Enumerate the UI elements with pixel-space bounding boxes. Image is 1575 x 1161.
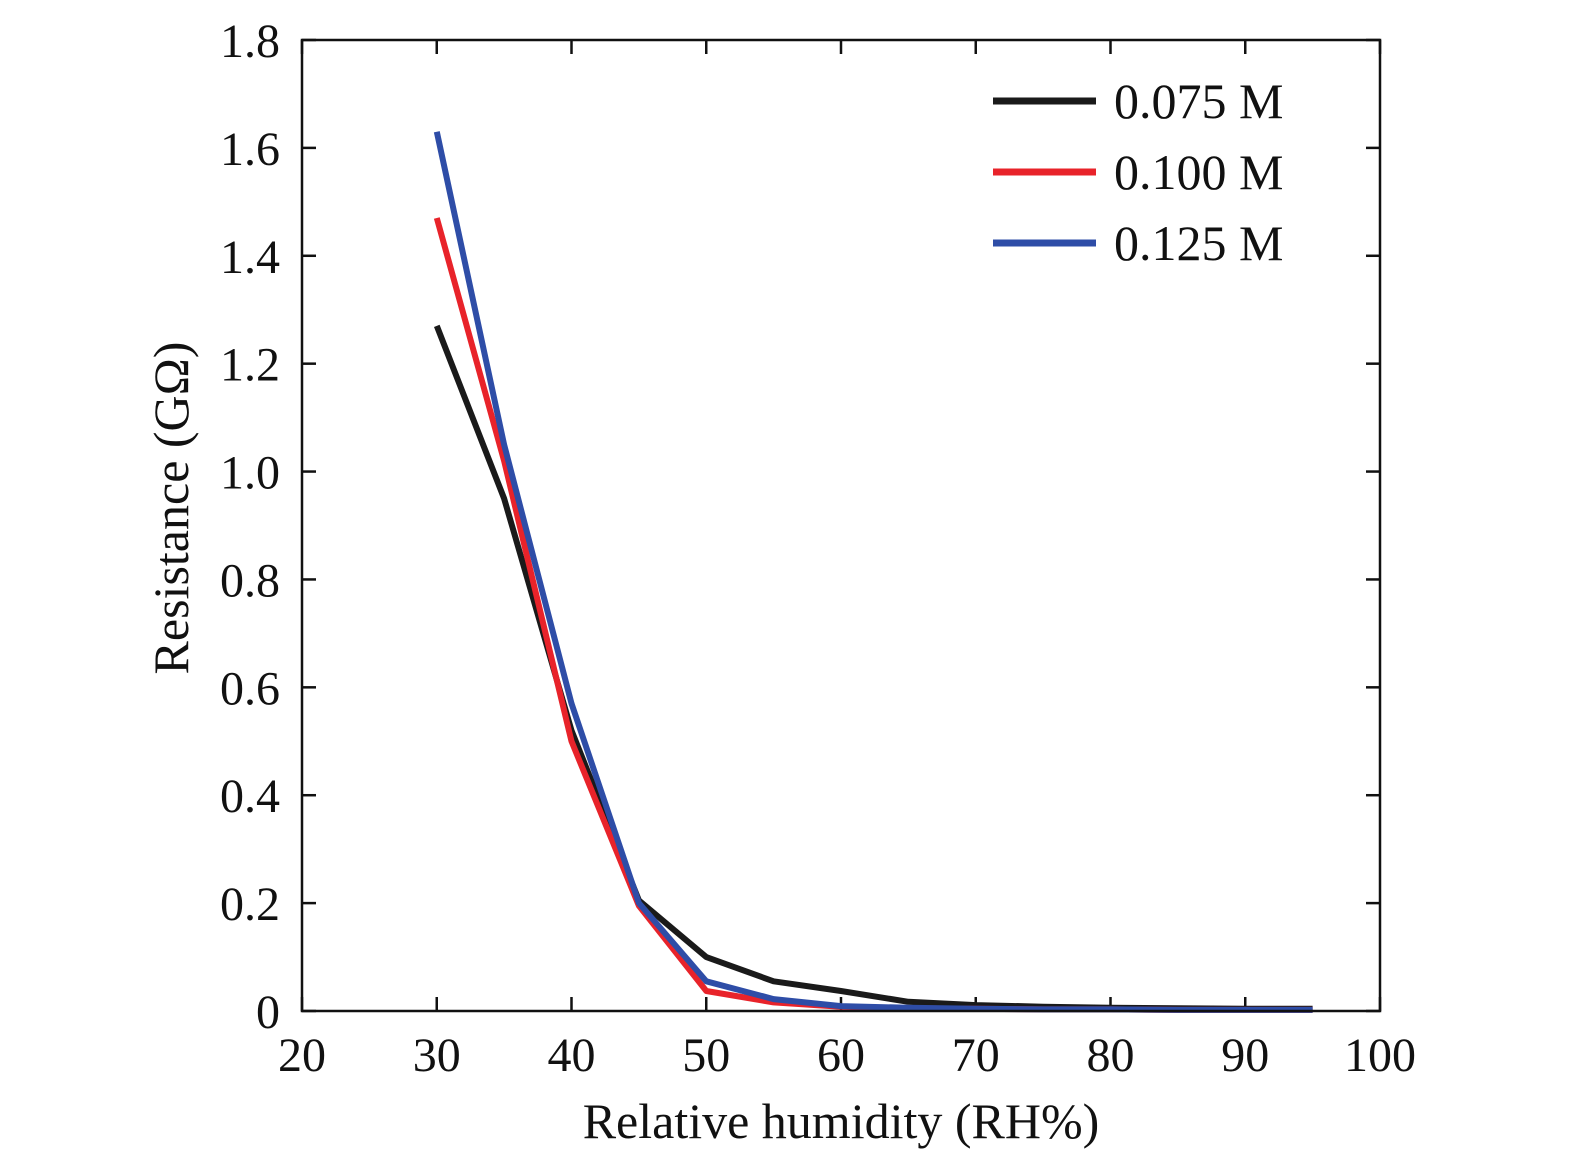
x-tick-label: 100 [1344,1029,1416,1082]
y-tick-label: 1.2 [220,339,280,392]
legend: 0.075 M 0.100 M 0.125 M [993,73,1283,271]
legend-label: 0.125 M [1114,215,1283,271]
legend-label: 0.100 M [1114,144,1283,200]
plot-frame [300,38,1382,1013]
x-tick-label: 90 [1221,1029,1269,1082]
tick-labels-layer: 20 30 40 50 60 70 80 90 100 0 0.2 0.4 0.6 0.8 1.0 1.2 1.… [220,15,1416,1082]
legend-label: 0.075 M [1114,73,1283,129]
y-tick-label: 1.6 [220,123,280,176]
y-axis-title: Resistance (GΩ) [143,342,199,675]
y-tick-label: 0.8 [220,554,280,607]
y-tick-label: 0.2 [220,878,280,931]
x-tick-label: 70 [952,1029,1000,1082]
y-tick-label: 1.4 [220,231,280,284]
y-tick-label: 1.0 [220,447,280,500]
series-line-0 [434,324,1313,1012]
x-tick-label: 20 [278,1029,326,1082]
x-tick-label: 60 [817,1029,865,1082]
x-tick-label: 30 [413,1029,461,1082]
x-tick-label: 50 [682,1029,730,1082]
y-tick-label: 0 [256,986,280,1039]
x-tick-label: 40 [548,1029,596,1082]
x-tick-label: 80 [1087,1029,1135,1082]
y-tick-label: 0.4 [220,770,280,823]
x-axis-title: Relative humidity (RH%) [583,1093,1100,1149]
y-tick-label: 0.6 [220,662,280,715]
y-tick-label: 1.8 [220,15,280,68]
series-line-1 [433,217,1313,1013]
